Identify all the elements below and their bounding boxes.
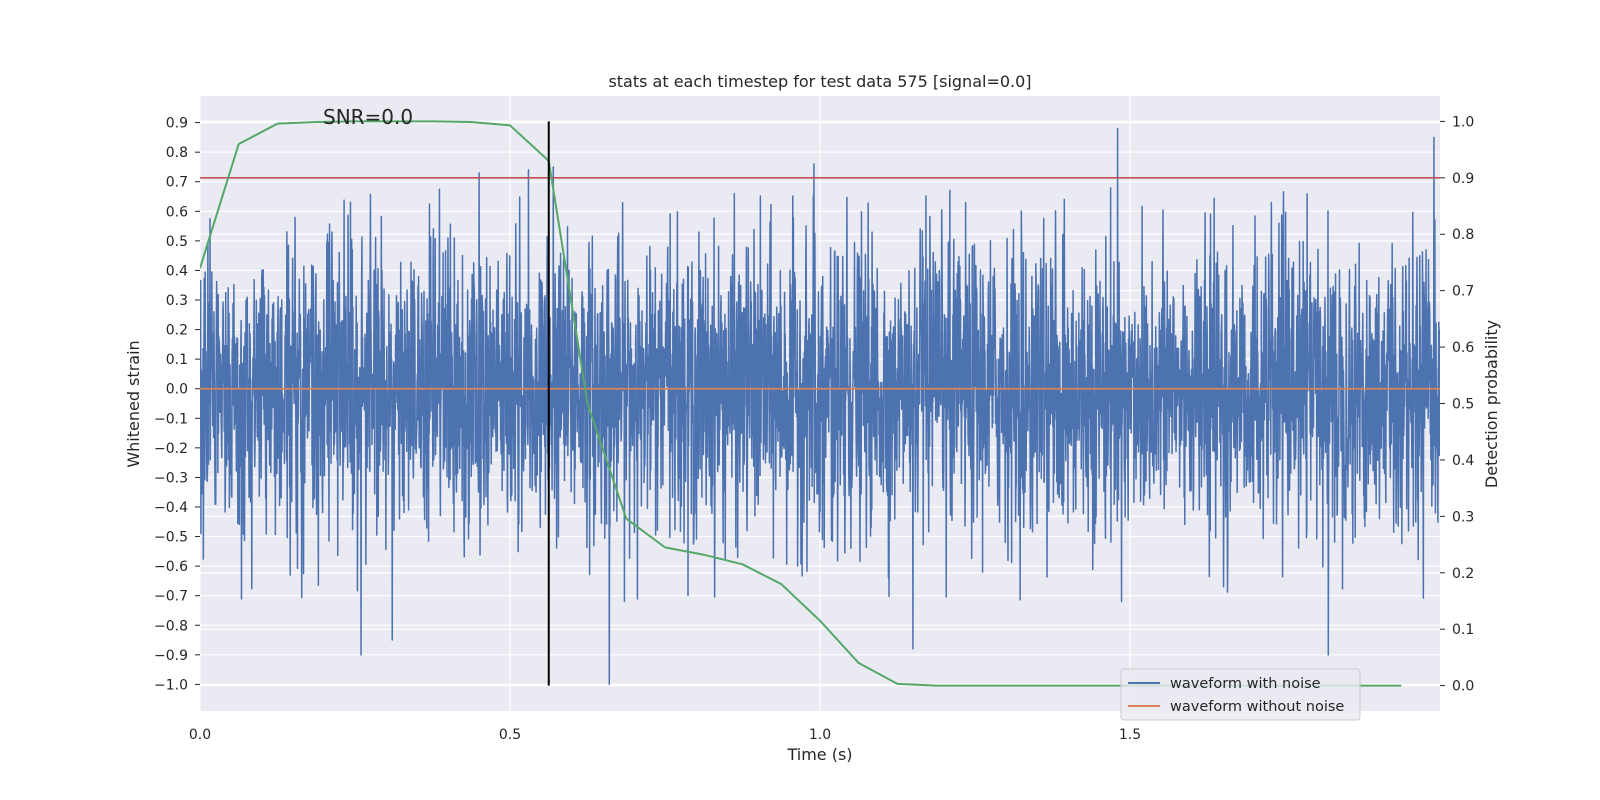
y-right-tick-label: 1.0	[1452, 114, 1474, 130]
axes: 0.9 0.8 0.7 0.6 0.5 0.4 0.3 0.2 0.1 0.0 −0.1 −0.2 −0…	[154, 114, 1474, 743]
y-left-tick-label: −0.7	[154, 589, 188, 605]
y-right-tick-label: 0.0	[1452, 679, 1474, 695]
x-tick-label: 1.5	[1119, 727, 1141, 743]
legend-box	[1120, 668, 1361, 721]
y-left-tick-label: 0.0	[166, 382, 188, 398]
y-left-tick-label: 0.9	[166, 116, 188, 132]
y-axis-label-left: Whitened strain	[124, 340, 143, 467]
legend-label-clean: waveform without noise	[1170, 699, 1344, 715]
series-waveform-with-noise	[200, 127, 1440, 686]
y-left-tick-label: −0.1	[154, 411, 188, 427]
y-left-tick-label: 0.4	[166, 263, 188, 279]
y-left-tick-label: −0.3	[154, 470, 188, 486]
y-left-tick-label: 0.1	[166, 352, 188, 368]
y-left-tick-label: 0.8	[166, 145, 188, 161]
chart-title: stats at each timestep for test data 575…	[608, 72, 1031, 91]
y-right-tick-label: 0.7	[1452, 284, 1474, 300]
y-axis-label-right: Detection probability	[1482, 320, 1501, 488]
y-left-tick-label: 0.6	[166, 204, 188, 220]
y-right-tick-label: 0.2	[1452, 566, 1474, 582]
y-right-tick-label: 0.8	[1452, 227, 1474, 243]
y-right-tick-label: 0.9	[1452, 171, 1474, 187]
legend: waveform with noise waveform without noi…	[1120, 668, 1361, 721]
legend-label-noise: waveform with noise	[1170, 676, 1321, 692]
y-left-tick-label: −0.6	[154, 559, 188, 575]
y-left-tick-label: −0.5	[154, 530, 188, 546]
x-tick-label: 1.0	[809, 727, 831, 743]
x-tick-label: 0.0	[189, 727, 211, 743]
y-left-tick-label: 0.2	[166, 323, 188, 339]
snr-annotation: SNR=0.0	[323, 105, 413, 129]
y-left-tick-label: −0.9	[154, 648, 188, 664]
x-axis-label: Time (s)	[786, 745, 852, 764]
y-left-tick-label: −0.4	[154, 500, 188, 516]
y-left-tick-label: −1.0	[154, 677, 188, 693]
y-left-tick-label: −0.8	[154, 618, 188, 634]
y-right-tick-label: 0.5	[1452, 397, 1474, 413]
y-left-tick-label: 0.5	[166, 234, 188, 250]
y-right-tick-label: 0.6	[1452, 340, 1474, 356]
y-right-tick-label: 0.3	[1452, 509, 1474, 525]
y-right-tick-label: 0.4	[1452, 453, 1474, 469]
y-left-tick-label: 0.3	[166, 293, 188, 309]
x-tick-label: 0.5	[499, 727, 521, 743]
y-left-tick-label: 0.7	[166, 175, 188, 191]
y-right-tick-label: 0.1	[1452, 622, 1474, 638]
y-left-tick-label: −0.2	[154, 441, 188, 457]
